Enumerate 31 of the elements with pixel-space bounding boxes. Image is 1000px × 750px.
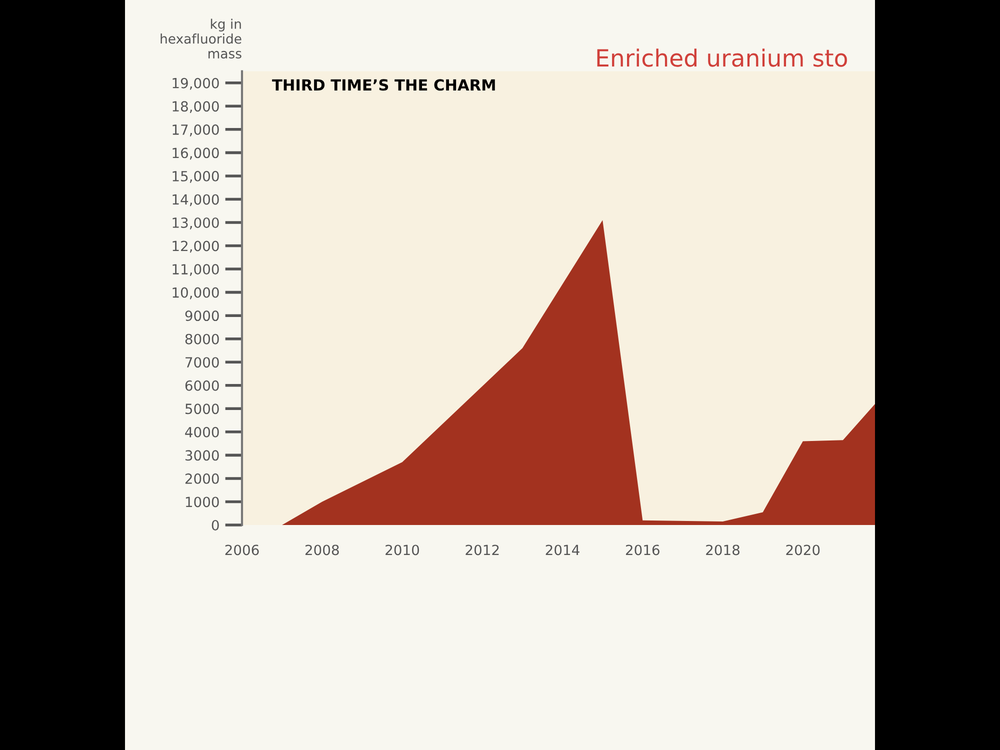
y-tick-label: 1000	[186, 496, 219, 508]
y-tick-label: 17,000	[172, 124, 219, 136]
y-tick-label: 15,000	[172, 170, 219, 183]
y-tick-label: 13,000	[172, 217, 219, 230]
y-axis-title: kg in hexafluoride mass	[160, 18, 242, 59]
y-tick-label: 19,000	[172, 78, 219, 90]
y-tick-label: 12,000	[172, 240, 219, 253]
x-tick-label: 2014	[546, 544, 580, 556]
chart-title: Enriched uranium sto	[597, 48, 847, 67]
y-tick-label: 6000	[185, 380, 219, 391]
chart-subtitle: THIRD TIME’S THE CHARM	[272, 79, 495, 91]
x-tick-label: 2006	[225, 544, 259, 556]
y-tick-label: 5000	[186, 404, 219, 414]
y-tick-label: 11,000	[172, 264, 219, 276]
y-tick-label: 8000	[185, 334, 219, 344]
x-tick-label: 2018	[706, 544, 740, 556]
y-tick-label: 18,000	[172, 101, 219, 114]
y-tick-label: 2000	[185, 473, 219, 484]
y-tick-label: 9000	[185, 310, 219, 322]
x-tick-label: 2012	[466, 544, 499, 556]
x-tick-label: 2020	[786, 544, 820, 556]
y-tick-label: 14,000	[172, 194, 219, 206]
x-tick-label: 2010	[386, 544, 420, 556]
x-tick-label: 2008	[305, 544, 339, 556]
y-tick-label: 4000	[185, 426, 219, 438]
y-tick-label: 10,000	[172, 287, 219, 300]
y-tick-label: 0	[212, 520, 219, 530]
y-tick-label: 7000	[186, 357, 219, 368]
x-tick-label: 2016	[626, 544, 660, 556]
y-tick-label: 16,000	[172, 148, 219, 160]
y-tick-label: 3000	[185, 450, 219, 461]
